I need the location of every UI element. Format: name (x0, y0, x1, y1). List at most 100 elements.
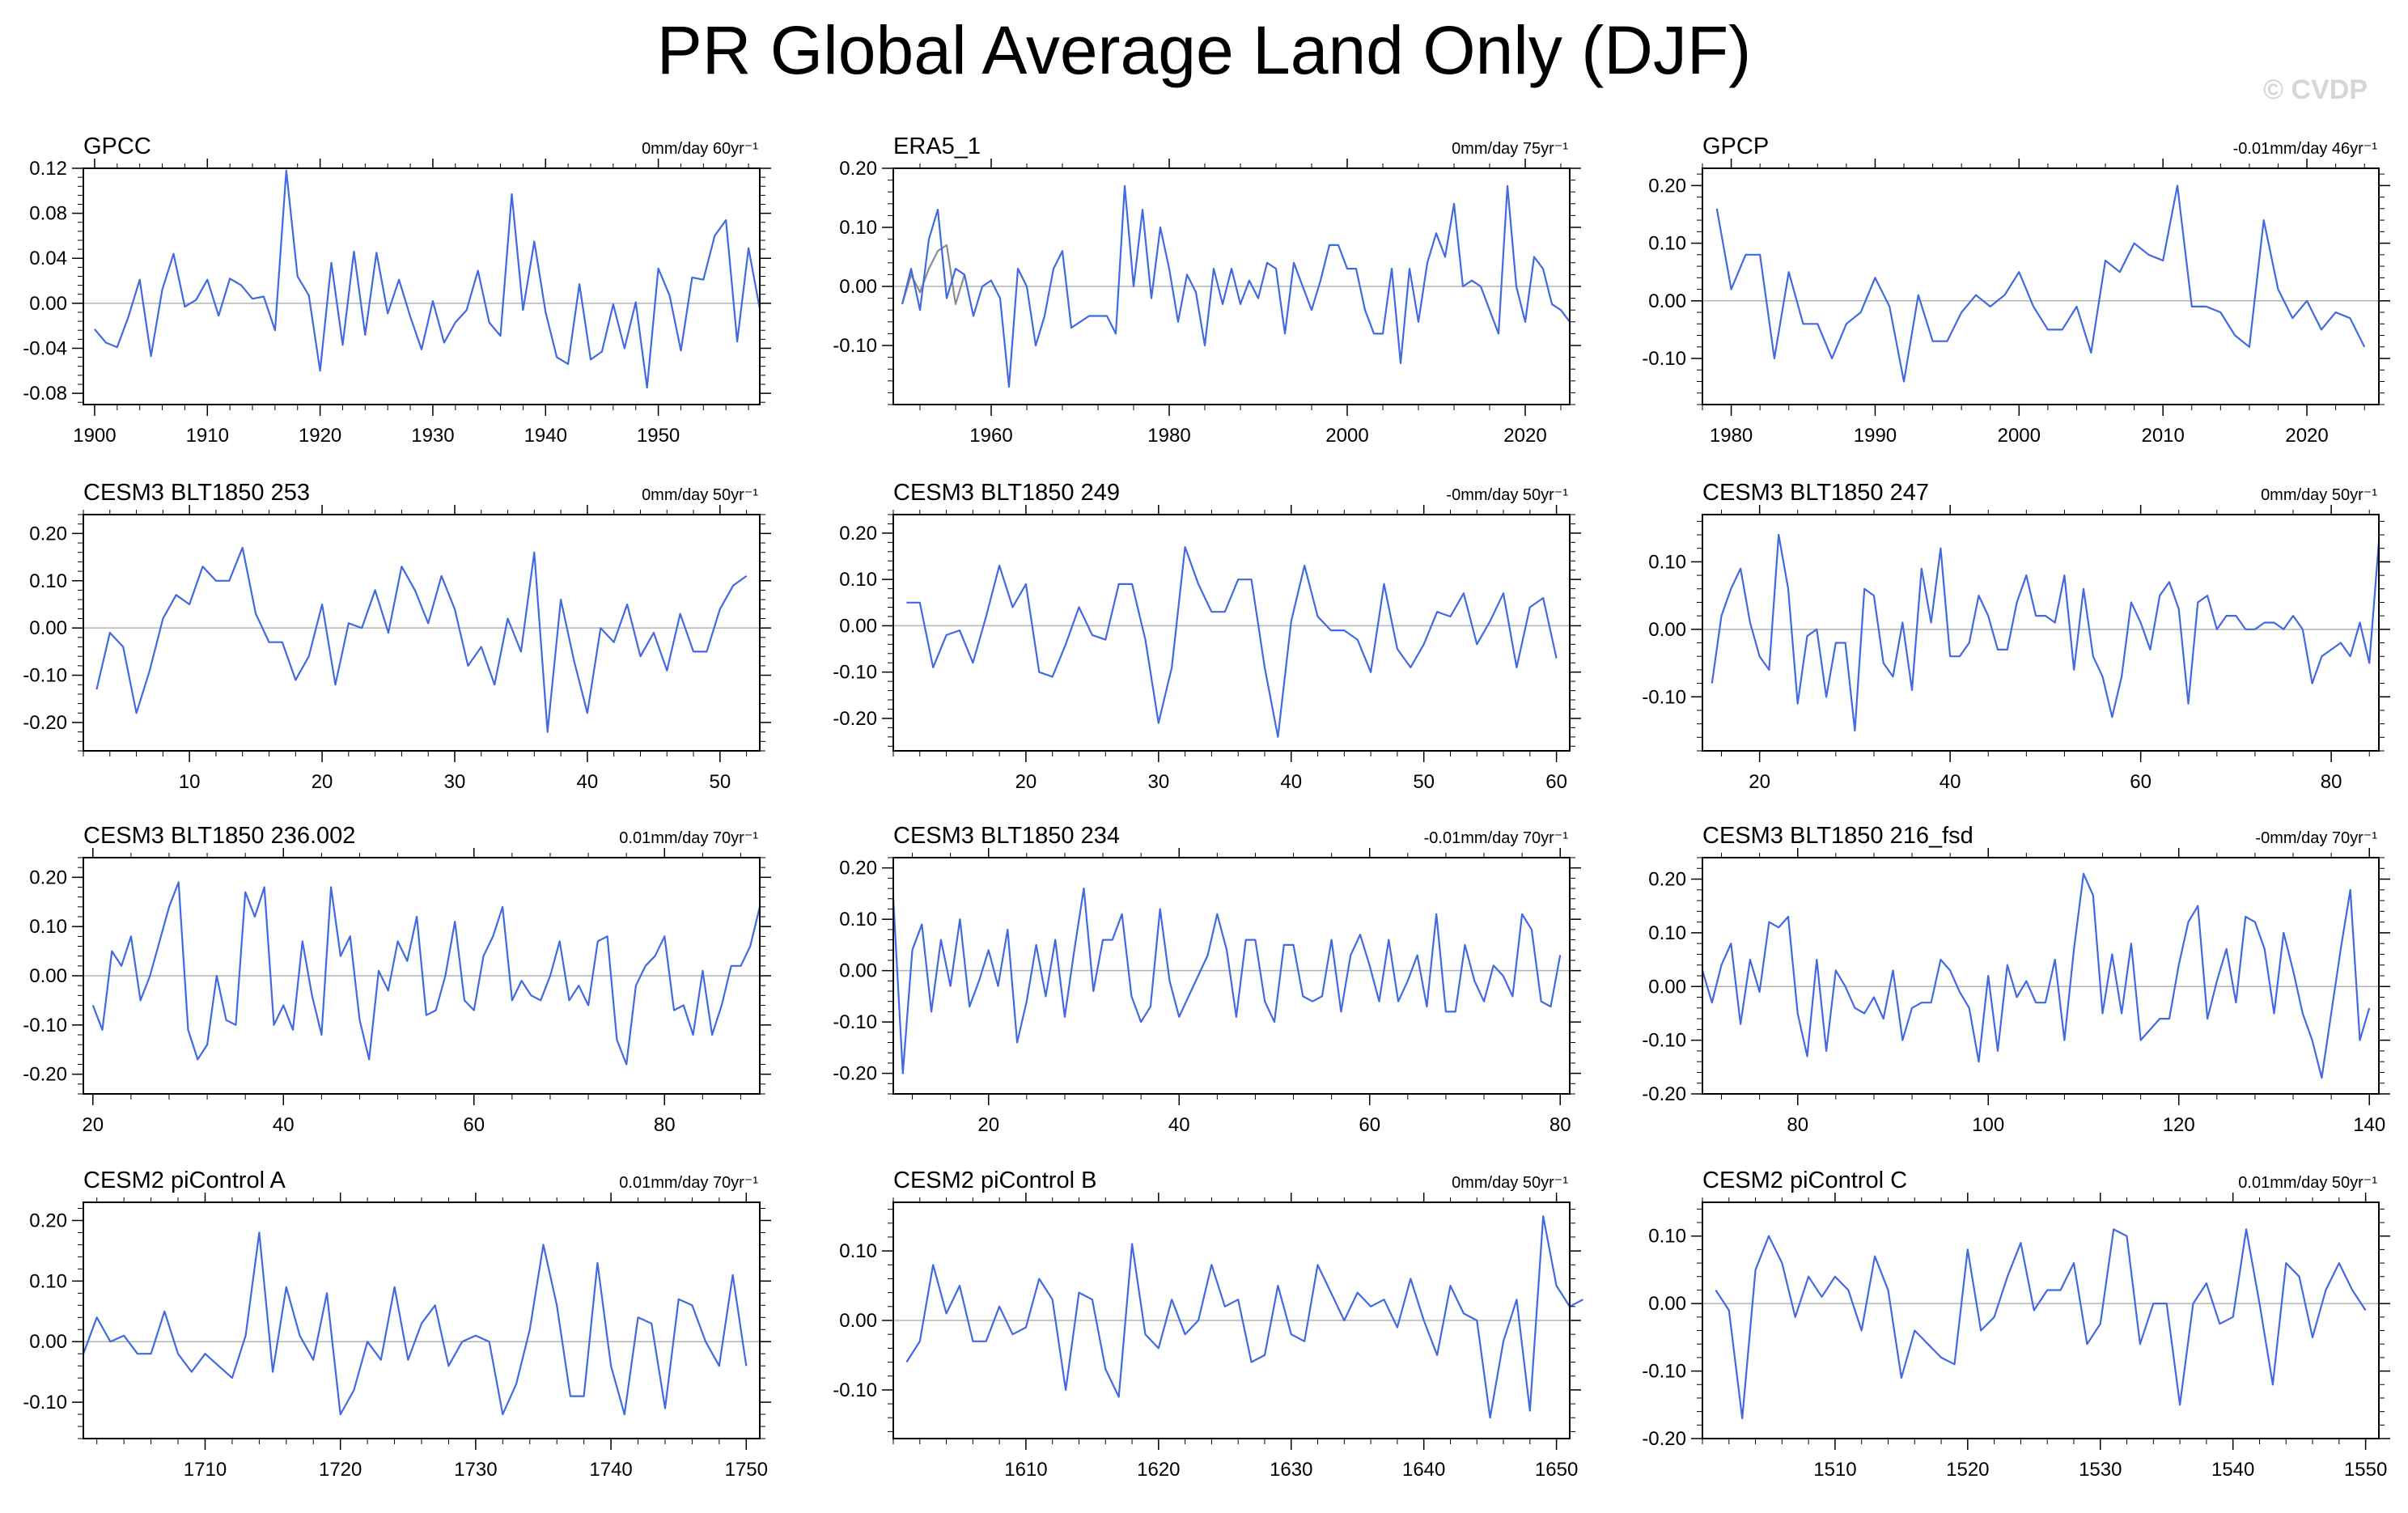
x-tick-label: 1630 (1270, 1459, 1312, 1481)
y-tick-label: -0.10 (23, 1015, 67, 1036)
x-tick-label: 1750 (725, 1459, 768, 1481)
x-tick-label: 1640 (1402, 1459, 1445, 1481)
x-tick-label: 10 (179, 771, 201, 793)
x-tick-label: 20 (312, 771, 333, 793)
chart-panel-1: GPCC 0mm/day 60yr⁻¹ 1900 1910 1920 1930 1940 19… (23, 134, 771, 447)
y-tick-label: 0.20 (29, 1210, 67, 1231)
y-tick-label: -0.20 (23, 1064, 67, 1086)
x-tick-label: 2000 (1325, 425, 1368, 447)
y-tick-label: -0.20 (1642, 1083, 1686, 1105)
plot-frame (83, 1202, 761, 1439)
series-line (1715, 184, 2366, 383)
x-tick-label: 60 (463, 1114, 485, 1136)
y-tick-label: -0.10 (833, 1011, 877, 1033)
panel-title: ERA5_1 (893, 134, 981, 159)
y-tick-label: 0.20 (1648, 869, 1686, 891)
y-tick-label: -0.20 (833, 1063, 877, 1085)
x-tick-label: 60 (1359, 1114, 1380, 1136)
series-line (1715, 1228, 2367, 1420)
y-tick-label: -0.20 (833, 708, 877, 730)
y-tick-label: 0.00 (839, 960, 877, 982)
y-tick-label: 0.10 (839, 217, 877, 239)
x-tick-label: 1930 (411, 425, 454, 447)
x-tick-label: 40 (577, 771, 599, 793)
panel-trend-annotation: 0mm/day 50yr⁻¹ (642, 486, 758, 504)
y-tick-label: 0.10 (29, 916, 67, 938)
x-tick-label: 1980 (1710, 425, 1753, 447)
y-tick-label: -0.10 (833, 1380, 877, 1401)
y-tick-label: 0.10 (1648, 233, 1686, 255)
x-tick-label: 1960 (969, 425, 1012, 447)
chart-panel-11: CESM2 piControl B 0mm/day 50yr⁻¹ 1610 1620 1… (833, 1168, 1583, 1481)
x-tick-label: 80 (1550, 1114, 1571, 1136)
chart-panel-10: CESM2 piControl A 0.01mm/day 70yr⁻¹ 1710 17… (23, 1168, 771, 1481)
y-tick-label: 0.00 (1648, 290, 1686, 312)
x-tick-label: 60 (2130, 771, 2152, 793)
plot-frame (83, 514, 761, 752)
panel-trend-annotation: 0mm/day 60yr⁻¹ (642, 140, 758, 158)
x-tick-label: 1990 (1854, 425, 1897, 447)
x-tick-label: 1710 (184, 1459, 227, 1481)
panel-trend-annotation: -0.01mm/day 70yr⁻¹ (1424, 829, 1569, 847)
y-tick-label: 0.00 (1648, 1293, 1686, 1315)
y-tick-label: 0.10 (839, 1240, 877, 1262)
x-tick-label: 50 (709, 771, 731, 793)
x-tick-label: 1540 (2211, 1459, 2254, 1481)
chart-panel-9: CESM3 BLT1850 216_fsd -0mm/day 70yr⁻¹ 80 10… (1642, 823, 2390, 1136)
panel-title: CESM3 BLT1850 216_fsd (1702, 823, 1973, 849)
chart-panel-8: CESM3 BLT1850 234 -0.01mm/day 70yr⁻¹ 20 40 6… (833, 823, 1581, 1136)
y-tick-label: -0.20 (1642, 1428, 1686, 1450)
panel-title: CESM2 piControl C (1702, 1168, 1907, 1193)
panel-trend-annotation: -0.01mm/day 46yr⁻¹ (2233, 140, 2378, 158)
y-tick-label: 0.00 (839, 615, 877, 637)
x-tick-label: 1950 (637, 425, 680, 447)
x-tick-label: 20 (82, 1114, 104, 1136)
x-tick-label: 1530 (2079, 1459, 2122, 1481)
panel-title: CESM3 BLT1850 236.002 (83, 823, 355, 849)
x-tick-label: 20 (977, 1114, 999, 1136)
y-tick-label: -0.10 (1642, 686, 1686, 708)
series-line (901, 184, 1571, 388)
y-tick-label: -0.20 (23, 712, 67, 734)
x-tick-label: 40 (273, 1114, 295, 1136)
panel-title: GPCC (83, 134, 151, 159)
x-tick-label: 40 (1280, 771, 1302, 793)
panel-trend-annotation: -0mm/day 50yr⁻¹ (1446, 486, 1568, 504)
x-tick-label: 1900 (73, 425, 116, 447)
y-tick-label: -0.08 (23, 383, 67, 405)
x-tick-label: 80 (1787, 1114, 1808, 1136)
x-tick-label: 2010 (2141, 425, 2184, 447)
y-tick-label: -0.10 (23, 665, 67, 687)
x-tick-label: 20 (1015, 771, 1037, 793)
series-line (91, 881, 761, 1066)
plot-frame (1702, 514, 2380, 752)
series-line (95, 546, 748, 733)
y-tick-label: 0.10 (1648, 551, 1686, 573)
x-tick-label: 1550 (2344, 1459, 2387, 1481)
panel-trend-annotation: 0.01mm/day 70yr⁻¹ (619, 829, 758, 847)
series-line (892, 887, 1562, 1074)
y-tick-label: -0.10 (1642, 1361, 1686, 1383)
series-line (82, 1231, 748, 1416)
y-tick-label: 0.00 (29, 965, 67, 987)
y-tick-label: 0.10 (1648, 1226, 1686, 1248)
series-line (1711, 533, 2380, 732)
x-tick-label: 1610 (1004, 1459, 1047, 1481)
x-tick-label: 1510 (1813, 1459, 1856, 1481)
x-tick-label: 2000 (1998, 425, 2041, 447)
panel-trend-annotation: 0mm/day 50yr⁻¹ (2261, 486, 2377, 504)
y-tick-label: 0.00 (1648, 976, 1686, 998)
y-tick-label: -0.10 (833, 662, 877, 684)
x-tick-label: 20 (1749, 771, 1770, 793)
x-tick-label: 1740 (589, 1459, 632, 1481)
x-tick-label: 1720 (319, 1459, 362, 1481)
x-tick-label: 30 (444, 771, 466, 793)
y-tick-label: 0.00 (29, 617, 67, 639)
x-tick-label: 1920 (299, 425, 341, 447)
y-tick-label: 0.10 (1648, 922, 1686, 944)
plot-frame (1702, 167, 2380, 405)
y-tick-label: 0.10 (29, 1270, 67, 1292)
panel-trend-annotation: 0.01mm/day 70yr⁻¹ (619, 1174, 758, 1192)
y-tick-label: 0.00 (839, 276, 877, 298)
